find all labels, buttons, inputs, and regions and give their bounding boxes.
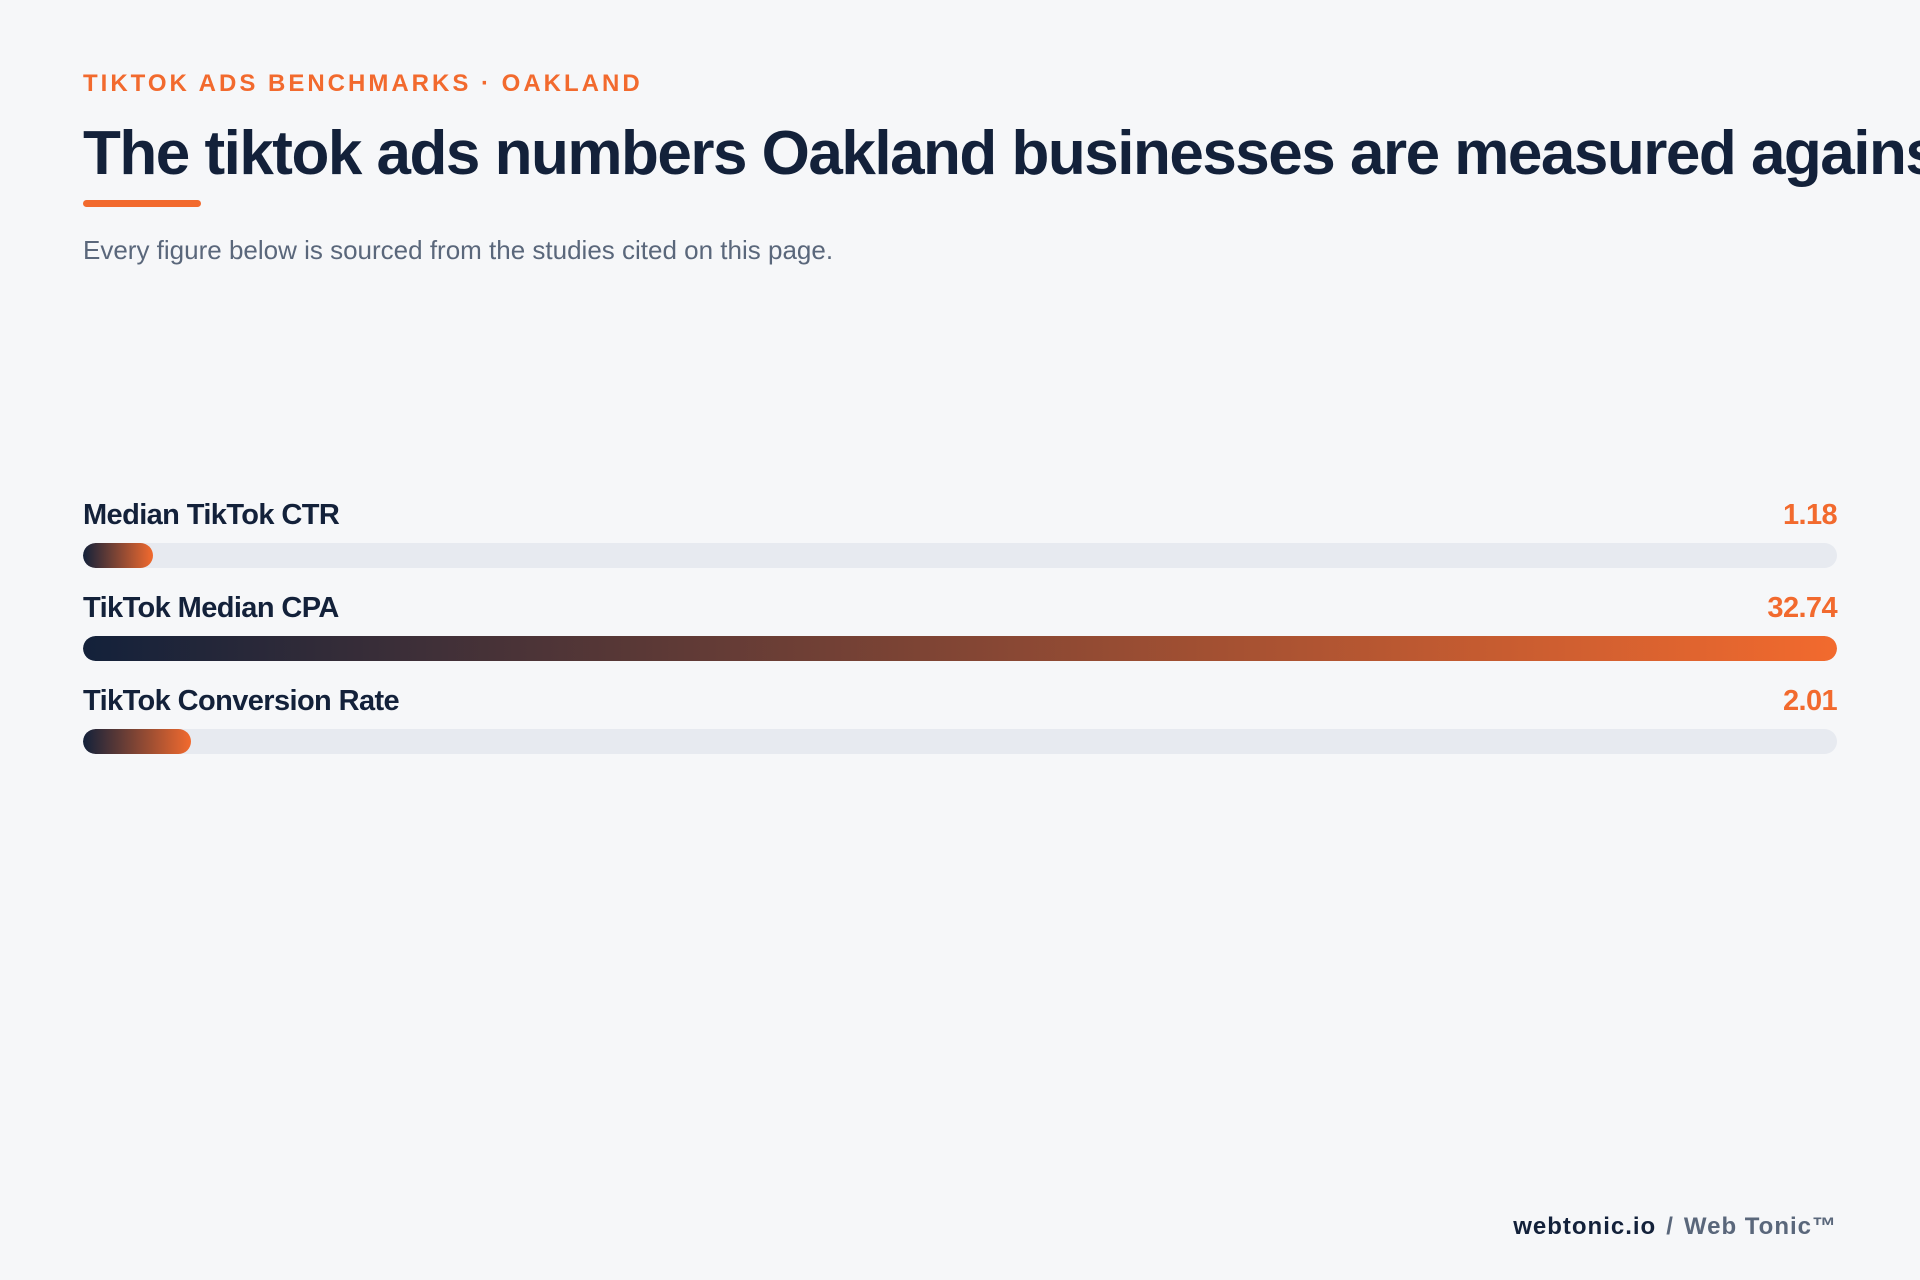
bar <box>83 729 191 754</box>
eyebrow: TIKTOK ADS BENCHMARKS · OAKLAND <box>83 70 643 97</box>
bar-value-label: 1.18 <box>1782 499 1838 531</box>
title-underline <box>83 200 201 207</box>
bar-track <box>83 543 1837 568</box>
bar-row: TikTok Conversion Rate 2.01 <box>83 679 1838 772</box>
footer-brand: Web Tonic™ <box>1683 1213 1837 1240</box>
footer-separator: / <box>1666 1213 1674 1240</box>
footer-domain[interactable]: webtonic.io <box>1513 1213 1657 1240</box>
subtitle: Every figure below is sourced from the s… <box>83 235 834 265</box>
bar <box>83 543 153 568</box>
bar-row: TikTok Median CPA 32.74 <box>83 586 1838 679</box>
bar-row: Median TikTok CTR 1.18 <box>83 493 1838 586</box>
bar-label: TikTok Conversion Rate <box>83 685 400 717</box>
bar-track <box>83 636 1837 661</box>
benchmark-bar-chart: Median TikTok CTR 1.18 TikTok Median CPA 32… <box>83 493 1838 772</box>
footer: webtonic.io / Web Tonic™ <box>1513 1210 1837 1244</box>
page-title: The tiktok ads numbers Oakland businesse… <box>83 119 1920 188</box>
header: TIKTOK ADS BENCHMARKS · OAKLAND The tikt… <box>83 68 1920 265</box>
bar-label: Median TikTok CTR <box>83 499 340 531</box>
bar-label: TikTok Median CPA <box>83 592 339 624</box>
bar-track <box>83 729 1837 754</box>
bar-value-label: 2.01 <box>1782 685 1838 717</box>
bar <box>83 636 1837 661</box>
bar-value-label: 32.74 <box>1767 592 1837 624</box>
